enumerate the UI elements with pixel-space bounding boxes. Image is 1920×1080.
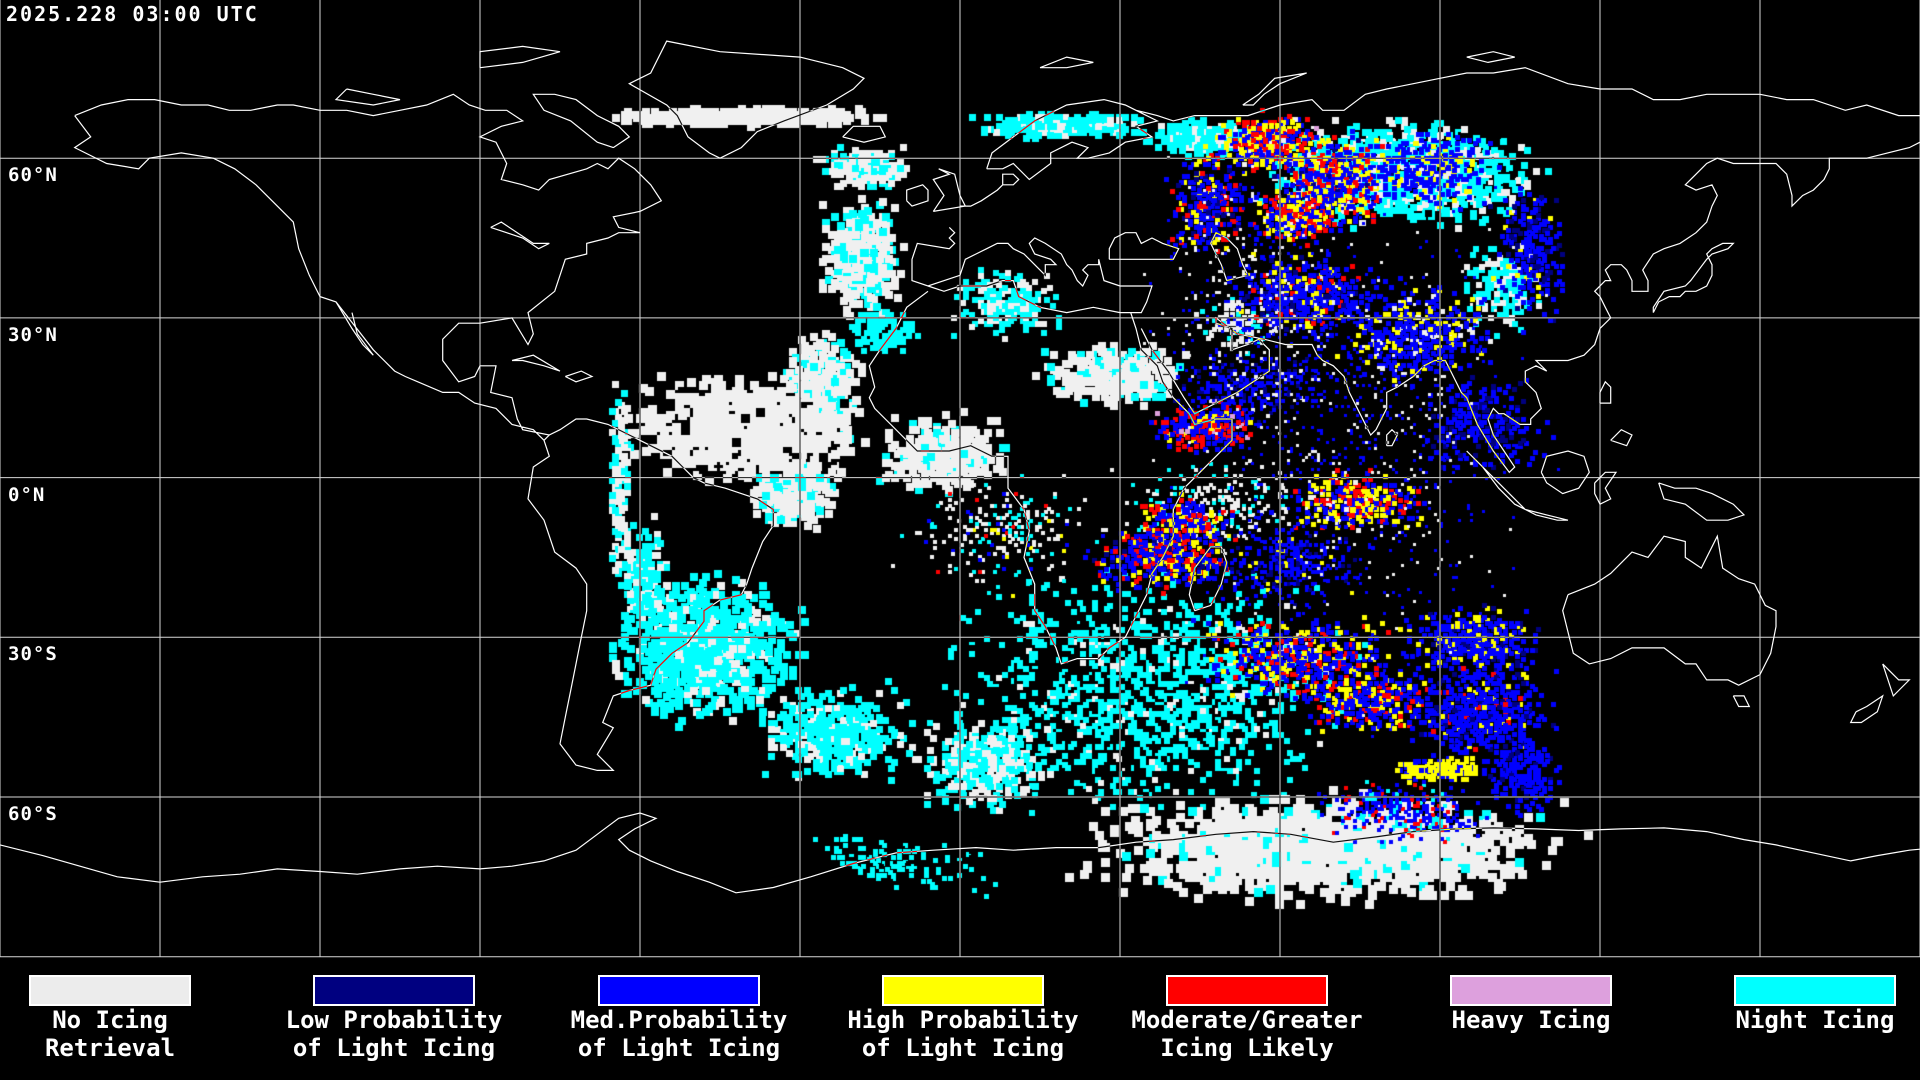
legend-swatch-no-icing-retrieval	[29, 975, 191, 1006]
legend-label: Night Icing	[1735, 1006, 1895, 1034]
legend-label: of Light Icing	[861, 1034, 1065, 1062]
latitude-label: 0°N	[8, 483, 46, 506]
legend-swatch-night-icing	[1734, 975, 1896, 1006]
graticule	[0, 0, 1920, 958]
legend-label: Retrieval	[44, 1034, 176, 1062]
legend-label: Heavy Icing	[1451, 1006, 1611, 1034]
coastline-grid-layer	[0, 0, 1920, 958]
legend-item-moderate-greater-icing: Moderate/Greater Icing Likely	[1105, 975, 1389, 1062]
coastlines	[0, 40, 1920, 894]
legend-swatch-moderate-greater-icing	[1166, 975, 1328, 1006]
legend-label: of Light Icing	[292, 1034, 496, 1062]
legend-swatch-high-prob-light-icing	[882, 975, 1044, 1006]
legend-label: Moderate/Greater	[1131, 1006, 1363, 1034]
legend-label: No Icing	[52, 1006, 168, 1034]
legend-swatch-low-prob-light-icing	[313, 975, 475, 1006]
latitude-label: 30°S	[8, 643, 58, 666]
legend-item-low-prob-light-icing: Low Probability of Light Icing	[252, 975, 536, 1062]
legend-item-high-prob-light-icing: High Probability of Light Icing	[821, 975, 1105, 1062]
legend: No Icing Retrieval Low Probability of Light…	[0, 963, 1920, 1080]
legend-label: Icing Likely	[1160, 1034, 1334, 1062]
legend-label: Low Probability	[285, 1006, 503, 1034]
legend-item-heavy-icing: Heavy Icing	[1389, 975, 1673, 1034]
timestamp-label: 2025.228 03:00 UTC	[6, 2, 259, 26]
legend-label: Med.Probability	[570, 1006, 788, 1034]
legend-item-night-icing: Night Icing	[1673, 975, 1920, 1034]
legend-swatch-med-prob-light-icing	[598, 975, 760, 1006]
legend-item-no-icing-retrieval: No Icing Retrieval	[0, 975, 252, 1062]
latitude-label: 30°N	[8, 323, 58, 346]
legend-label: High Probability	[847, 1006, 1079, 1034]
latitude-label: 60°S	[8, 802, 58, 825]
legend-item-med-prob-light-icing: Med.Probability of Light Icing	[537, 975, 821, 1062]
legend-swatch-heavy-icing	[1450, 975, 1612, 1006]
legend-label: of Light Icing	[577, 1034, 781, 1062]
latitude-label: 60°N	[8, 164, 58, 187]
